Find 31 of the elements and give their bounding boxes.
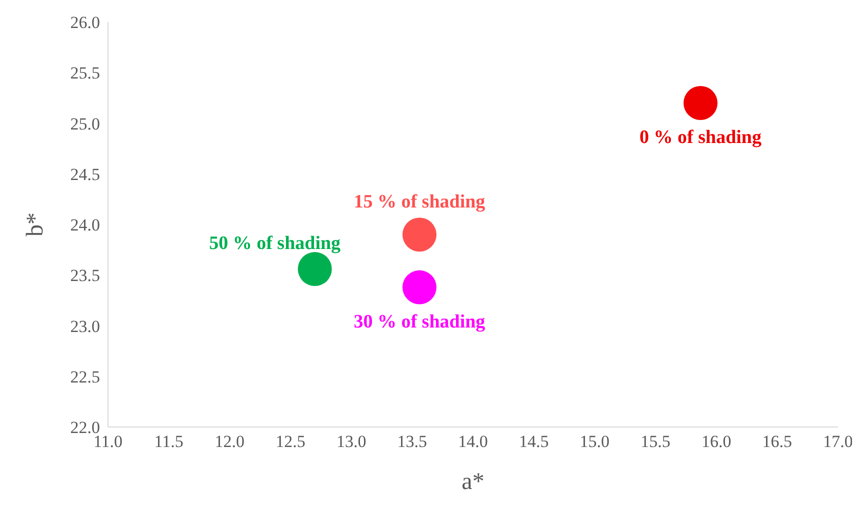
series-label: 50 % of shading	[209, 233, 342, 254]
point	[402, 218, 436, 252]
y-tick-label: 23.0	[70, 316, 100, 336]
x-axis-title: a*	[462, 469, 484, 495]
point	[298, 252, 332, 286]
series-label: 0 % of shading	[640, 127, 762, 148]
series-label: 30 % of shading	[354, 311, 486, 332]
point	[402, 270, 436, 304]
y-tick-label: 23.5	[70, 266, 100, 286]
x-tick-label: 12.5	[276, 432, 306, 452]
y-tick-label: 25.5	[70, 64, 100, 83]
y-tick-label: 22.5	[70, 367, 100, 386]
y-tick-label: 25.0	[70, 114, 100, 134]
x-tick-label: 14.5	[518, 432, 549, 452]
point	[684, 86, 718, 120]
x-tick-label: 16.0	[701, 432, 732, 452]
series-label: 15 % of shading	[354, 192, 486, 213]
x-tick-label: 13.0	[336, 432, 366, 452]
x-tick-label: 14.0	[458, 432, 488, 452]
x-tick-label: 15.5	[640, 432, 670, 452]
y-tick-label: 26.0	[70, 13, 100, 32]
x-tick-label: 12.0	[214, 432, 245, 452]
y-axis-title: b*	[22, 212, 49, 236]
x-tick-label: 16.5	[762, 432, 792, 452]
y-tick-label: 24.0	[70, 216, 100, 235]
x-tick-label: 11.0	[93, 432, 123, 452]
x-tick-label: 17.0	[823, 432, 853, 452]
x-tick-label: 11.5	[154, 432, 184, 452]
x-tick-label: 15.0	[580, 432, 610, 452]
x-tick-label: 13.5	[397, 432, 428, 452]
y-tick-label: 24.5	[70, 164, 100, 184]
